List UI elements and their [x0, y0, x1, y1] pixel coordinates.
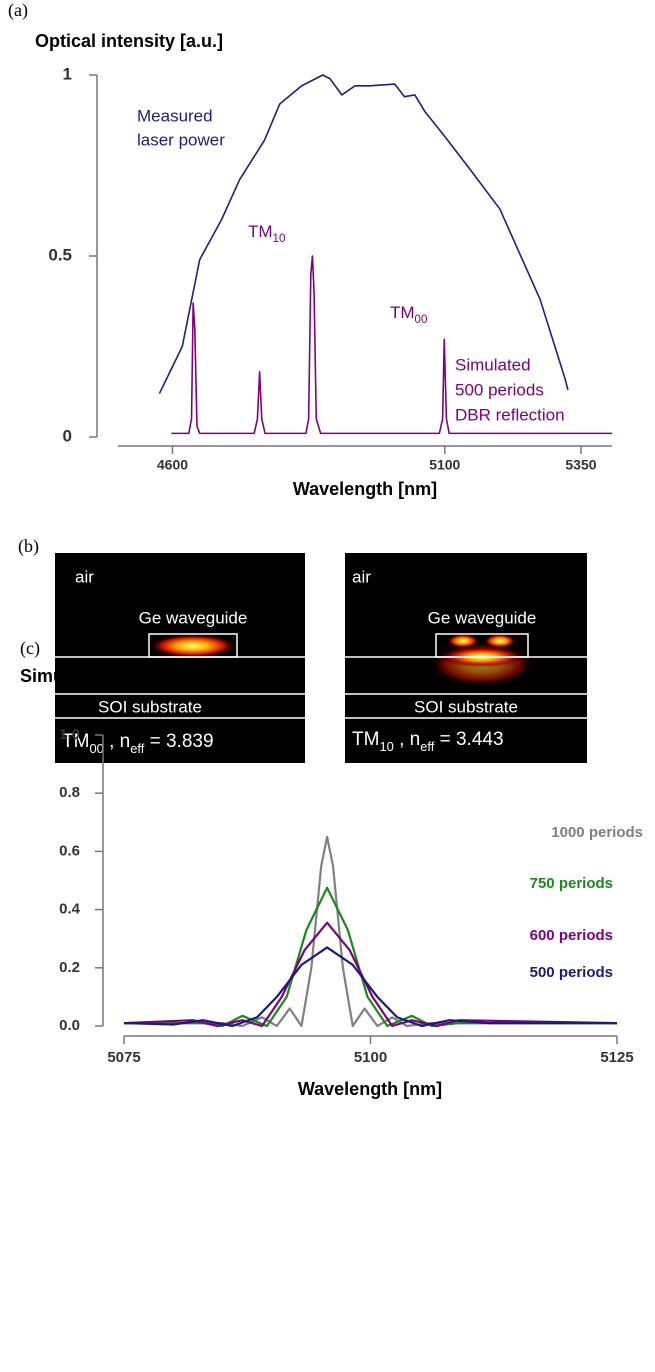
text-part: = 3.839: [144, 731, 213, 752]
y-tick-label: 1.0: [59, 726, 80, 743]
y-tick-label: 0.8: [59, 784, 80, 801]
series-line: [158, 74, 569, 394]
y-tick-label: 1: [63, 64, 72, 83]
subscript: 10: [379, 739, 393, 754]
region-label: air: [75, 567, 94, 586]
x-tick-label: 5100: [429, 457, 460, 473]
panel-label: (a): [8, 0, 28, 21]
substrate-label: SOI substrate: [98, 697, 202, 716]
x-tick-label: 5350: [565, 457, 596, 473]
subscript: eff: [420, 739, 435, 754]
annotation: TM10: [248, 222, 285, 245]
y-tick-label: 0.5: [48, 245, 72, 264]
y-tick-label: 0.0: [59, 1017, 80, 1034]
panel-label: (c): [20, 638, 40, 659]
text-part: TM: [352, 729, 379, 750]
x-tick-label: 4600: [157, 457, 188, 473]
mode-label: TM00 , neff = 3.839: [62, 731, 214, 756]
subscript: eff: [130, 741, 145, 756]
series-label: 750 periods: [530, 875, 613, 892]
waveguide-label: Ge waveguide: [428, 608, 537, 627]
x-axis-title: Wavelength [nm]: [298, 1079, 442, 1099]
x-tick-label: 5125: [600, 1049, 633, 1066]
series-label: 500 periods: [530, 964, 613, 981]
series-line: [171, 255, 612, 435]
series-line: [123, 946, 617, 1028]
text-part: TM: [390, 303, 415, 322]
series-line: [124, 886, 617, 1028]
substrate-label: SOI substrate: [414, 697, 518, 716]
panel-label: (b): [18, 536, 39, 557]
text-part: , n: [394, 729, 420, 750]
text-part: = 3.443: [434, 729, 503, 750]
text-part: , n: [104, 731, 130, 752]
region-label: air: [352, 567, 371, 586]
subscript: 00: [415, 314, 428, 326]
y-tick-label: 0.4: [59, 901, 81, 918]
x-tick-label: 5100: [354, 1049, 387, 1066]
x-axis-title: Wavelength [nm]: [293, 479, 437, 499]
series-label: 500 periods: [455, 380, 544, 399]
series-label: laser power: [137, 130, 225, 149]
y-tick-label: 0: [63, 426, 72, 445]
chart-title: Simulated DBR reflection: [20, 666, 236, 686]
subscript: 00: [89, 741, 103, 756]
waveguide-label: Ge waveguide: [139, 608, 248, 627]
y-axis-title: Optical intensity [a.u.]: [35, 31, 223, 51]
series-label: 1000 periods: [551, 824, 643, 841]
series-label: 600 periods: [530, 927, 613, 944]
x-tick-label: 5075: [107, 1049, 140, 1066]
series-label: Measured: [137, 106, 213, 125]
y-tick-label: 0.2: [59, 959, 80, 976]
mode-label: TM10 , neff = 3.443: [352, 729, 504, 754]
mode-image: air Ge waveguide SOI substrate TM00 , ne…: [55, 553, 305, 763]
subscript: 10: [273, 233, 286, 245]
series-line: [124, 835, 617, 1028]
series-label: DBR reflection: [455, 405, 565, 424]
series-label: Simulated: [455, 355, 531, 374]
mode-image: air Ge waveguide SOI substrate TM10 , ne…: [345, 553, 587, 763]
text-part: TM: [248, 222, 273, 241]
y-tick-label: 0.6: [59, 842, 80, 859]
annotation: TM00: [390, 303, 427, 326]
text-part: TM: [62, 731, 89, 752]
